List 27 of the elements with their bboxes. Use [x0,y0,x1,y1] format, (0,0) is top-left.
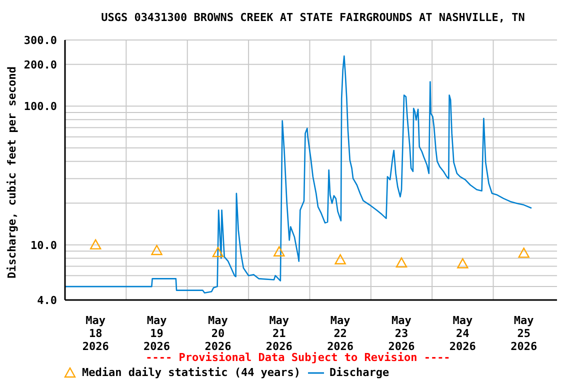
point [212,246,224,258]
x-tick-label: May 25 2026 [510,314,538,353]
text: ---- Provisional Data Subject to Revision ---- [146,351,450,364]
y-axis-title: Discharge, cubic feet per second [6,66,18,280]
y-tick-label: 4.0 [37,294,57,307]
x-tick-label: May 19 2026 [144,314,170,353]
point [518,248,530,258]
point [90,239,102,250]
point [334,254,346,264]
line-series [65,55,532,294]
x-tick-label: May 24 2026 [449,314,476,353]
legend-label: Median daily statistic (44 years) [82,366,301,379]
y-tick-label: 300.0 [24,34,57,47]
x-tick-label: May 23 2026 [388,314,416,353]
point [457,258,468,268]
y-tick-label: 100.0 [24,100,57,114]
x-tick-label: May 18 2026 [82,314,110,353]
legend-label: Discharge [330,366,390,379]
x-tick-label: May 20 2026 [204,314,232,353]
y-tick-label: 200.0 [24,58,57,72]
x-tick-label: May 22 2026 [327,314,354,353]
x-tick-label: May 21 2026 [266,314,293,353]
y-tick-label: 10.0 [30,238,57,252]
chart-title: USGS 03431300 BROWNS CREEK AT STATE FAIRGROUNDS AT NASHVILLE, TN [100,11,526,24]
point [274,246,285,256]
point [151,244,162,256]
point [396,257,408,268]
